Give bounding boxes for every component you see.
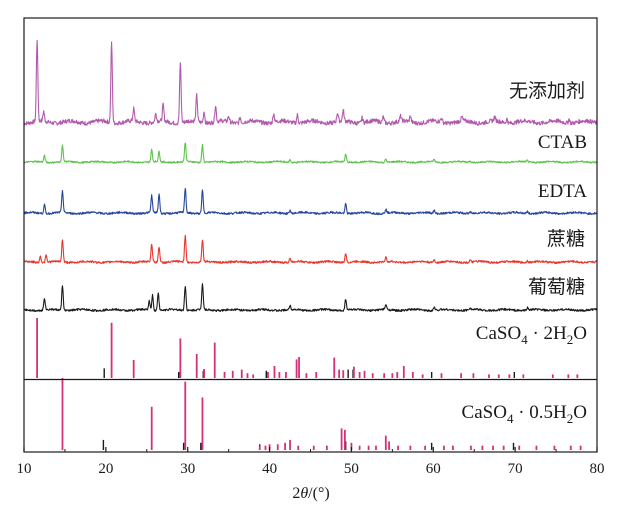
x-tick-label-70: 70 [508, 461, 523, 477]
series-line-4 [23, 283, 598, 313]
x-tick-label-30: 30 [180, 461, 195, 477]
x-tick-label-80: 80 [590, 461, 605, 477]
series-label-glucose: 葡萄糖 [528, 276, 585, 298]
reference-label-dihydrate: CaSO4 · 2H2O [476, 323, 587, 347]
x-tick-label-60: 60 [426, 461, 441, 477]
series-label-edta: EDTA [538, 181, 587, 202]
series-line-0 [23, 39, 598, 126]
series-label-none: 无添加剂 [509, 80, 585, 102]
reference-label-hemihydrate: CaSO4 · 0.5H2O [462, 402, 587, 426]
x-tick-label-10: 10 [17, 461, 32, 477]
series-line-2 [23, 187, 598, 216]
reference-layer [36, 318, 582, 450]
x-tick-label-40: 40 [262, 461, 277, 477]
series-label-sucrose: 蔗糖 [547, 228, 585, 250]
series-line-1 [23, 142, 598, 164]
x-tick-label-50: 50 [344, 461, 359, 477]
x-tick-label-20: 20 [98, 461, 113, 477]
x-axis-ticks: 10 20 30 40 50 60 70 80 [17, 447, 605, 477]
series-label-ctab: CTAB [538, 132, 587, 153]
x-axis-title: 2θ/(°) [292, 485, 329, 502]
series-layer [23, 39, 598, 313]
series-line-3 [23, 234, 598, 265]
